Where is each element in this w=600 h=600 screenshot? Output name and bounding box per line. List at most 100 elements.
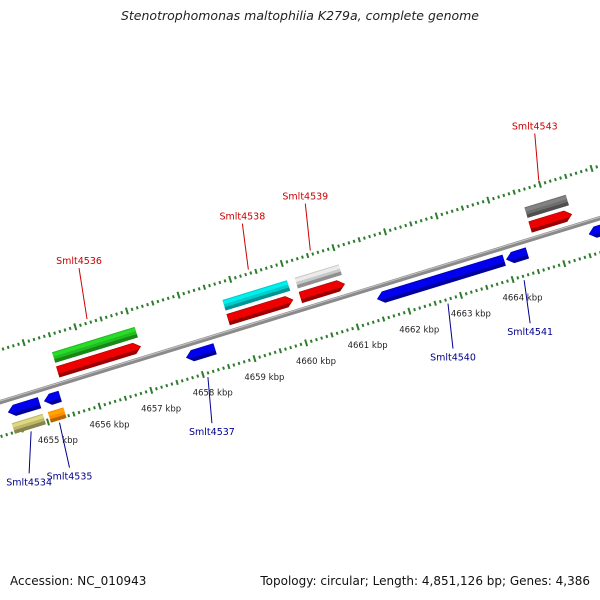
tick-reverse <box>371 320 375 324</box>
tick-reverse <box>46 418 50 426</box>
ruler-label: 4657 kbp <box>141 404 181 414</box>
tick-reverse <box>500 280 504 285</box>
genome-backbone <box>0 215 600 405</box>
tick-reverse <box>320 336 324 340</box>
gene-label: Smlt4541 <box>507 327 553 338</box>
tick-reverse <box>510 275 515 284</box>
tick-reverse <box>5 432 9 437</box>
tick-forward <box>368 234 371 239</box>
tick-forward <box>270 264 273 269</box>
tick-reverse <box>278 348 283 354</box>
ruler-label: 4658 kbp <box>193 389 233 399</box>
tick-reverse <box>97 402 102 410</box>
ruler-labels: 4655 kbp 4656 kbp 4657 kbp 4658 kbp 4659 kbp… <box>38 294 543 447</box>
ruler-label: 4663 kbp <box>451 309 491 319</box>
tick-reverse <box>459 291 463 299</box>
tick-forward <box>548 179 552 183</box>
tick-reverse <box>407 307 412 315</box>
tick-reverse <box>506 279 509 283</box>
tick-forward <box>523 187 526 191</box>
tick-reverse <box>273 350 277 355</box>
tick-reverse <box>67 413 71 418</box>
tick-forward <box>104 315 108 320</box>
tick-forward <box>399 225 402 229</box>
gene-arrow <box>588 224 600 238</box>
tick-reverse <box>355 323 360 331</box>
tick-reverse <box>160 385 163 389</box>
accession-text: Accession: NC_010943 <box>10 574 147 588</box>
tick-reverse <box>294 344 298 348</box>
tick-reverse <box>557 263 561 267</box>
tick-reverse <box>155 387 158 391</box>
leader-line <box>304 203 311 251</box>
tick-forward <box>290 258 294 263</box>
tick-reverse <box>516 276 520 280</box>
tick-forward <box>124 307 129 315</box>
ruler-label: 4661 kbp <box>348 341 388 351</box>
tick-reverse <box>428 303 432 307</box>
tick-reverse <box>464 292 468 296</box>
tick-reverse <box>469 290 473 294</box>
gene-label: Smlt4538 <box>219 212 265 223</box>
tick-forward <box>58 329 62 334</box>
gene-label: Smlt4537 <box>189 427 235 438</box>
tick-forward <box>512 189 516 195</box>
gene-label: Smlt4535 <box>47 472 93 483</box>
tick-reverse <box>103 402 107 407</box>
tick-reverse <box>340 330 344 334</box>
tick-forward <box>466 204 470 209</box>
tick-forward <box>21 339 26 347</box>
tick-reverse <box>108 401 112 405</box>
tick-reverse <box>433 300 437 306</box>
tick-reverse <box>144 390 148 394</box>
tick-forward <box>146 302 149 307</box>
tick-reverse <box>315 337 318 342</box>
leader-line <box>59 422 70 468</box>
tick-forward <box>84 321 88 326</box>
tick-forward <box>115 312 118 316</box>
tick-forward <box>460 205 465 211</box>
tick-reverse <box>377 318 380 323</box>
tick-forward <box>89 320 93 324</box>
tick-forward <box>424 217 428 221</box>
tick-forward <box>559 176 562 180</box>
tick-forward <box>259 268 263 272</box>
tick-reverse <box>237 361 241 366</box>
tick-forward <box>507 192 511 196</box>
tick-forward <box>316 250 320 255</box>
tick-forward <box>445 211 449 215</box>
tick-forward <box>455 207 459 212</box>
tick-reverse <box>232 363 236 367</box>
tick-forward <box>1 347 5 351</box>
tick-forward <box>135 306 139 310</box>
gene-label: Smlt4534 <box>6 477 52 488</box>
tick-reverse <box>531 271 535 275</box>
ruler-label: 4664 kbp <box>502 294 542 304</box>
tick-forward <box>141 304 144 308</box>
ruler-label: 4655 kbp <box>38 436 78 446</box>
tick-forward <box>239 274 242 278</box>
gene-arrow <box>185 343 217 362</box>
ruler-label: 4659 kbp <box>244 373 284 383</box>
tick-reverse <box>175 379 179 386</box>
feature-bar <box>294 264 342 289</box>
tick-forward <box>434 212 439 220</box>
leader-line <box>28 431 32 474</box>
tick-forward <box>326 247 330 251</box>
leader-line <box>523 280 531 324</box>
tick-forward <box>440 212 444 217</box>
tick-forward <box>176 291 181 299</box>
tick-reverse <box>325 334 329 339</box>
tick-reverse <box>449 296 453 301</box>
tick-reverse <box>309 339 313 343</box>
tick-forward <box>569 173 573 177</box>
tick-reverse <box>536 268 541 275</box>
tick-reverse <box>123 395 128 401</box>
gene-label: Smlt4536 <box>56 256 102 267</box>
tick-reverse <box>206 371 210 375</box>
tick-forward <box>275 263 279 267</box>
tick-forward <box>223 279 227 283</box>
tick-reverse <box>139 391 143 396</box>
backbone-highlight <box>0 216 600 402</box>
